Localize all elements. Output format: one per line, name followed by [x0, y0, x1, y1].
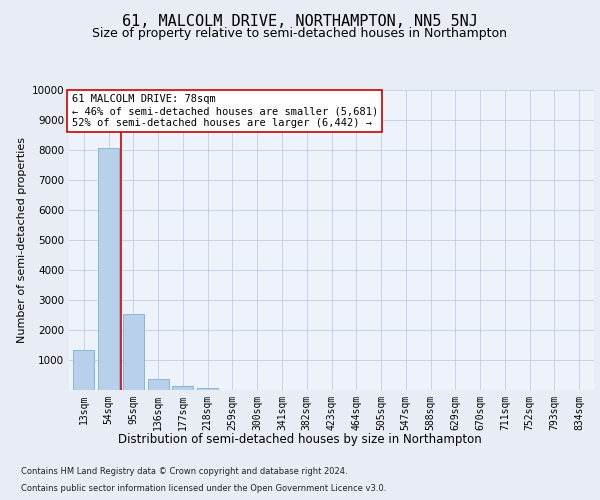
Text: Distribution of semi-detached houses by size in Northampton: Distribution of semi-detached houses by …	[118, 432, 482, 446]
Bar	[73, 350, 94, 390]
Bar	[123, 314, 144, 390]
Bar	[172, 386, 193, 390]
Y-axis label: Number of semi-detached properties: Number of semi-detached properties	[17, 137, 28, 343]
Text: Contains HM Land Registry data © Crown copyright and database right 2024.: Contains HM Land Registry data © Crown c…	[21, 467, 347, 476]
Bar	[197, 388, 218, 390]
Text: 61, MALCOLM DRIVE, NORTHAMPTON, NN5 5NJ: 61, MALCOLM DRIVE, NORTHAMPTON, NN5 5NJ	[122, 14, 478, 29]
Bar	[148, 378, 169, 390]
Text: Size of property relative to semi-detached houses in Northampton: Size of property relative to semi-detach…	[92, 28, 508, 40]
Bar	[98, 148, 119, 390]
Text: Contains public sector information licensed under the Open Government Licence v3: Contains public sector information licen…	[21, 484, 386, 493]
Text: 61 MALCOLM DRIVE: 78sqm
← 46% of semi-detached houses are smaller (5,681)
52% of: 61 MALCOLM DRIVE: 78sqm ← 46% of semi-de…	[71, 94, 378, 128]
